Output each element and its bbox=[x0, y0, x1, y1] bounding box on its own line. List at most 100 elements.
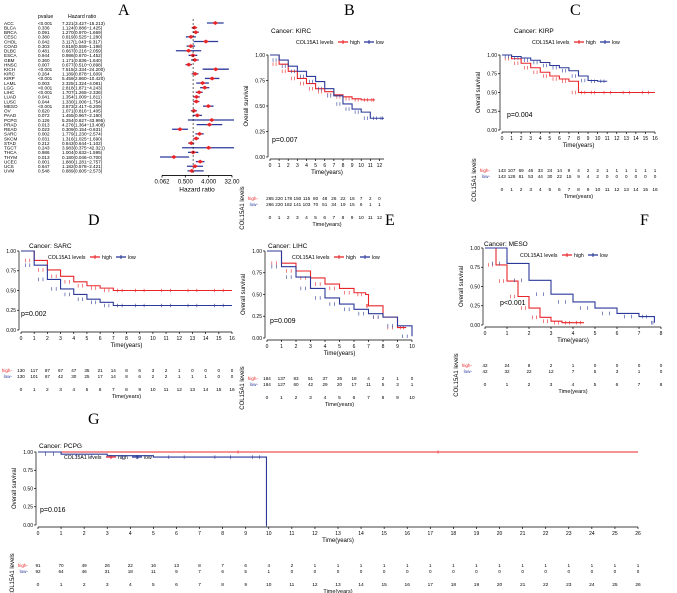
km-risk-count: 24 bbox=[547, 168, 553, 173]
forest-row-hr-text: 1.779(1.230−2.574) bbox=[62, 132, 103, 137]
km-x-tick-label: 10 bbox=[409, 344, 415, 350]
km-x-tick-label: 15 bbox=[216, 336, 222, 342]
km-risk-count: 22 bbox=[557, 174, 563, 179]
forest-row-label: COAD bbox=[4, 44, 18, 49]
km-risk-count: 143 bbox=[498, 168, 506, 173]
km-risk-count: 2 bbox=[165, 368, 168, 373]
forest-hr-marker bbox=[191, 57, 198, 62]
km-risk-x-tick-label: 9 bbox=[351, 215, 354, 221]
km-curve-low bbox=[485, 247, 655, 323]
km-risk-count: 0 bbox=[383, 569, 386, 574]
km-risk-count: 141 bbox=[294, 202, 302, 207]
km-x-tick-label: 9 bbox=[587, 136, 590, 142]
km-pvalue: p=0.004 bbox=[507, 112, 533, 119]
km-x-tick-label: 10 bbox=[358, 163, 364, 169]
forest-col-header-pvalue: pvalue bbox=[38, 14, 53, 20]
km-risk-count: 16 bbox=[151, 563, 157, 568]
km-x-tick-label: 1 bbox=[280, 344, 283, 350]
km-risk-count: 12 bbox=[548, 369, 554, 374]
km-y-axis-label: Overall survival bbox=[244, 85, 250, 126]
km-legend-high-label: high bbox=[586, 40, 596, 46]
forest-row-label: TGCT bbox=[4, 146, 17, 151]
km-risk-x-tick-label: 25 bbox=[612, 582, 618, 588]
km-y-tick-label: 0.50 bbox=[252, 292, 262, 298]
km-x-tick-label: 4 bbox=[324, 344, 327, 350]
km-risk-x-tick-label: 8 bbox=[660, 382, 663, 388]
km-risk-count: 2 bbox=[550, 363, 553, 368]
forest-row-label: HNSC bbox=[4, 62, 18, 67]
km-x-tick-label: 9 bbox=[138, 336, 141, 342]
km-legend-low-label: low bbox=[128, 255, 136, 261]
forest-hr-marker bbox=[187, 44, 194, 49]
km-risk-x-tick-label: 0 bbox=[20, 387, 23, 393]
km-risk-count: 67 bbox=[45, 374, 51, 379]
km-risk-x-tick-label: 10 bbox=[150, 387, 156, 393]
km-risk-x-tick-label: 4 bbox=[539, 187, 542, 193]
forest-hr-marker bbox=[192, 71, 199, 76]
km-legend-high-label: high bbox=[574, 253, 584, 259]
km-risk-x-tick-label: 24 bbox=[589, 582, 595, 588]
forest-row-hr-text: 1.182(0.578−2.421) bbox=[62, 164, 103, 169]
km-x-tick-label: 12 bbox=[377, 163, 383, 169]
km-risk-count: 48 bbox=[322, 196, 328, 201]
km-x-tick-label: 5 bbox=[338, 344, 341, 350]
forest-row-pvalue: 0.944 bbox=[38, 53, 50, 58]
km-risk-count: 101 bbox=[30, 374, 38, 379]
km-risk-x-tick-label: 3 bbox=[106, 582, 109, 588]
km-risk-x-tick-label: 23 bbox=[566, 582, 572, 588]
km-risk-count: 0 bbox=[429, 569, 432, 574]
forest-row-label: OV bbox=[4, 109, 12, 114]
km-legend-title: COL15A1 levels bbox=[296, 40, 334, 46]
km-risk-x-tick-label: 1 bbox=[506, 382, 509, 388]
km-risk-x-tick-label: 2 bbox=[295, 395, 298, 401]
km-x-tick-label: 8 bbox=[221, 531, 224, 537]
km-title: Cancer: LIHC bbox=[268, 243, 308, 250]
km-risk-row-high: high- bbox=[462, 363, 473, 368]
km-risk-count: 178 bbox=[284, 196, 292, 201]
forest-hr-marker bbox=[199, 81, 206, 86]
km-x-tick-label: 1 bbox=[33, 336, 36, 342]
km-risk-count: 22 bbox=[128, 563, 134, 568]
forest-row-hr-text: 7.221(3.427−15.213) bbox=[62, 21, 105, 26]
km-risk-count: 30 bbox=[547, 174, 553, 179]
km-risk-count: 6 bbox=[221, 569, 224, 574]
forest-hr-marker bbox=[193, 99, 200, 104]
km-risk-x-tick-label: 9 bbox=[244, 582, 247, 588]
km-risk-count: 0 bbox=[452, 569, 455, 574]
km-risk-x-tick-label: 13 bbox=[624, 187, 630, 193]
km-risk-row-low: low- bbox=[464, 369, 473, 374]
km-risk-count: 17 bbox=[351, 382, 357, 387]
km-risk-x-tick-label: 5 bbox=[152, 582, 155, 588]
km-risk-x-tick-label: 0 bbox=[266, 395, 269, 401]
km-risk-x-tick-label: 5 bbox=[548, 187, 551, 193]
km-risk-count: 182 bbox=[284, 202, 292, 207]
km-risk-count: 6 bbox=[138, 374, 141, 379]
km-risk-count: 5 bbox=[382, 382, 385, 387]
forest-row-label: CHOL bbox=[4, 39, 17, 44]
km-risk-count: 11 bbox=[366, 382, 371, 387]
km-legend-low-label: low bbox=[144, 455, 152, 461]
km-risk-x-tick-label: 5 bbox=[594, 382, 597, 388]
km-risk-count: 0 bbox=[591, 569, 594, 574]
km-risk-count: 137 bbox=[278, 376, 286, 381]
km-y-axis-label: Overall survival bbox=[476, 72, 482, 113]
km-risk-count: 0 bbox=[660, 363, 663, 368]
km-x-tick-label: 12 bbox=[312, 531, 318, 537]
km-curve-low bbox=[502, 54, 608, 82]
km-risk-x-tick-label: 5 bbox=[314, 215, 317, 221]
km-x-tick-label: 3 bbox=[550, 331, 553, 337]
forest-x-axis-label: Hazard ratio bbox=[179, 186, 215, 193]
km-risk-x-tick-label: 12 bbox=[614, 187, 620, 193]
km-risk-count: 0 bbox=[544, 569, 547, 574]
km-risk-x-tick-label: 13 bbox=[190, 387, 196, 393]
km-risk-count: 184 bbox=[263, 376, 271, 381]
km-curve-low bbox=[38, 451, 268, 525]
forest-row-pvalue: 0.041 bbox=[38, 95, 50, 100]
km-x-tick-label: 14 bbox=[203, 336, 209, 342]
km-risk-count: 1 bbox=[204, 374, 207, 379]
km-risk-count: 1 bbox=[411, 382, 414, 387]
forest-row-pvalue: 0.126 bbox=[38, 118, 50, 123]
km-risk-count: 42 bbox=[308, 382, 314, 387]
km-risk-count: 7 bbox=[360, 196, 363, 201]
km-risk-count: 26 bbox=[105, 563, 111, 568]
